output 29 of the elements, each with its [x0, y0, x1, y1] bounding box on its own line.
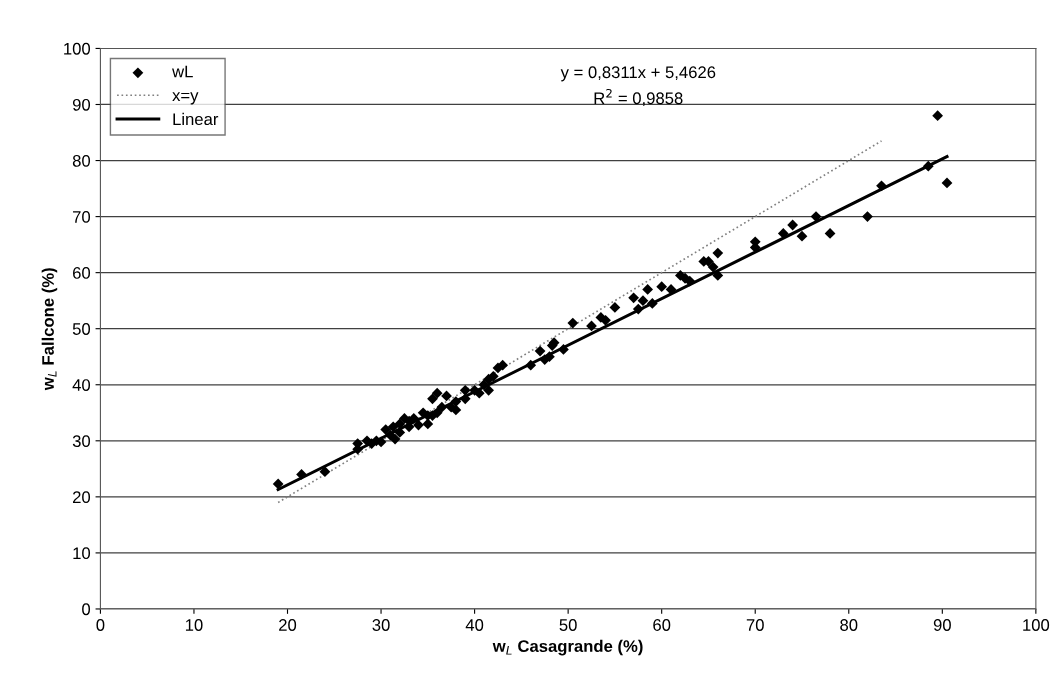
y-tick-label: 10	[73, 547, 91, 560]
y-axis-title: w$_{L}$ Fallcone (%)	[41, 268, 58, 391]
legend-label: x=y	[172, 92, 199, 105]
y-tick-label: 40	[72, 379, 91, 391]
x-tick-label: 30	[372, 619, 390, 631]
legend-label: Linear	[173, 112, 219, 126]
x-tick-label: 70	[746, 619, 764, 631]
x-tick-label: 60	[653, 619, 671, 631]
x-tick-label: 90	[933, 619, 951, 631]
y-tick-label: 80	[72, 154, 91, 167]
y-tick-label: 50	[72, 323, 91, 335]
y-tick-label: 100	[64, 42, 91, 55]
annotation: R$^{2}$ = 0,9858	[594, 88, 683, 107]
y-tick-label: 0	[82, 603, 91, 616]
x-tick-label: 20	[279, 619, 297, 631]
y-tick-label: 70	[73, 211, 91, 223]
y-tick-label: 20	[72, 491, 91, 504]
x-tick-label: 80	[840, 619, 858, 631]
x-tick-label: 40	[465, 619, 484, 631]
x-tick-label: 10	[185, 619, 203, 631]
x-tick-label: 100	[1023, 619, 1050, 631]
x-tick-label: 50	[559, 619, 577, 631]
x-axis-title: w$_{L}$ Casagrande (%)	[492, 639, 643, 656]
y-tick-label: 30	[72, 435, 91, 448]
y-tick-label: 60	[73, 267, 91, 279]
y-tick-label: 90	[72, 98, 91, 111]
annotation: y = 0,8311x + 5,4626	[560, 66, 716, 82]
x-tick-label: 0	[96, 619, 105, 631]
legend-label: wL	[172, 65, 193, 78]
